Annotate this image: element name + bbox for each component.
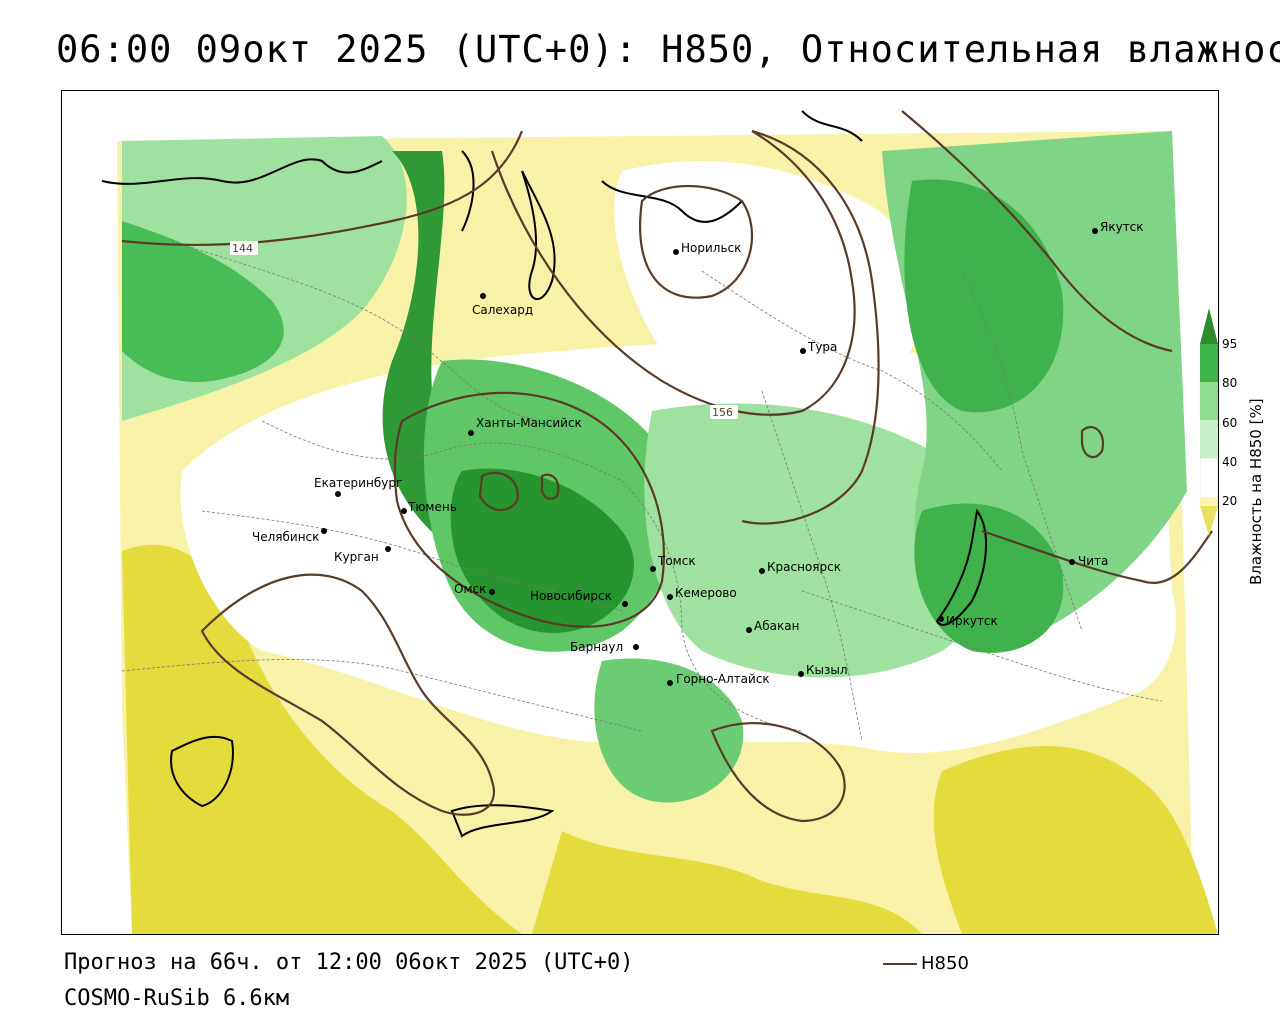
svg-text:156: 156 (712, 406, 733, 419)
city-krasnoyarsk: Красноярск (759, 560, 841, 574)
dry-zone-southwest (122, 544, 522, 934)
colorbar-tick-95: 95 (1222, 337, 1238, 351)
h850-contours (121, 110, 1213, 823)
city-markers: Якутск Норильск Салехард Тура Ханты-Манс… (252, 220, 1144, 686)
city-khanty-mansiysk: Ханты-Мансийск (468, 416, 582, 436)
contour-legend-swatch (883, 963, 917, 965)
contour-legend-label: H850 (921, 953, 969, 974)
svg-text:Кемерово: Кемерово (675, 586, 737, 600)
map-panel: 144 156 Якутск Норильск Салехард Тура Ха… (61, 90, 1219, 935)
city-novosibirsk: Новосибирск (530, 589, 628, 607)
humid-zone-altai (594, 658, 744, 803)
svg-text:Томск: Томск (657, 554, 696, 568)
city-kemerovo: Кемерово (667, 586, 737, 600)
city-tyumen: Тюмень (401, 500, 457, 514)
city-kurgan: Курган (334, 546, 391, 564)
humid-belt-ural (382, 151, 542, 565)
svg-text:Барнаул: Барнаул (570, 640, 623, 654)
city-yakutsk: Якутск (1092, 220, 1144, 234)
dry-zone-south (532, 831, 922, 934)
contour-label-144: 144 (230, 241, 258, 255)
humid-zone-baikal (914, 503, 1064, 653)
city-salekhard: Салехард (472, 293, 533, 317)
city-irkutsk: Иркутск (938, 614, 998, 628)
svg-text:Омск: Омск (454, 582, 486, 596)
colorbar-tick-40: 40 (1222, 455, 1238, 469)
moderate-humidity-north (614, 161, 925, 405)
contour-label-156: 156 (710, 405, 738, 419)
city-yekaterinburg: Екатеринбург (314, 476, 402, 497)
svg-text:Салехард: Салехард (472, 303, 533, 317)
city-tomsk: Томск (650, 554, 696, 572)
city-abakan: Абакан (746, 619, 799, 633)
svg-text:Тюмень: Тюмень (407, 500, 457, 514)
svg-text:Чита: Чита (1078, 554, 1108, 568)
svg-text:Горно-Алтайск: Горно-Алтайск (676, 672, 770, 686)
colorbar-tick-60: 60 (1222, 416, 1238, 430)
svg-text:Новосибирск: Новосибирск (530, 589, 612, 603)
city-tura: Тура (800, 340, 837, 354)
svg-text:Абакан: Абакан (754, 619, 799, 633)
svg-text:Красноярск: Красноярск (767, 560, 841, 574)
svg-text:Ханты-Мансийск: Ханты-Мансийск (476, 416, 582, 430)
city-barnaul: Барнаул (570, 640, 639, 654)
colorbar-tick-80: 80 (1222, 376, 1238, 390)
city-norilsk: Норильск (673, 241, 741, 255)
humid-core-east (904, 179, 1064, 413)
model-name: COSMO-RuSib 6.6км (64, 986, 290, 1011)
svg-text:Якутск: Якутск (1100, 220, 1144, 234)
svg-text:Курган: Курган (334, 550, 379, 564)
lake-baikal (935, 508, 988, 626)
city-omsk: Омск (454, 582, 495, 596)
colorbar-tick-20: 20 (1222, 494, 1238, 508)
svg-text:Екатеринбург: Екатеринбург (314, 476, 402, 490)
humidity-map: 144 156 Якутск Норильск Салехард Тура Ха… (101, 110, 1218, 934)
dry-zone-southeast (933, 746, 1218, 934)
region-borders (121, 240, 1163, 742)
humidity-colorbar (1200, 308, 1218, 536)
city-gorno-altaysk: Горно-Алтайск (667, 672, 770, 686)
svg-text:Челябинск: Челябинск (252, 530, 319, 544)
aral-sea (170, 735, 234, 808)
humid-zone-siberia (644, 403, 999, 678)
svg-text:Иркутск: Иркутск (946, 614, 998, 628)
contour-legend: H850 (883, 953, 969, 974)
svg-text:144: 144 (232, 242, 253, 255)
coastlines (101, 110, 988, 838)
svg-text:Норильск: Норильск (681, 241, 741, 255)
svg-text:Тура: Тура (807, 340, 837, 354)
city-chita: Чита (1069, 554, 1108, 568)
contour-144 (121, 130, 524, 246)
contour-156 (490, 130, 856, 416)
map-title: 06:00 09окт 2025 (UTC+0): H850, Относите… (56, 28, 1280, 71)
svg-text:Кызыл: Кызыл (806, 663, 848, 677)
forecast-info: Прогноз на 66ч. от 12:00 06окт 2025 (UTC… (64, 950, 634, 975)
city-kyzyl: Кызыл (798, 663, 848, 677)
colorbar-title: Влажность на H850 [%] (1247, 398, 1265, 585)
humid-zone-northwest (122, 221, 284, 382)
lake-balkhash (450, 804, 555, 838)
city-chelyabinsk: Челябинск (252, 528, 327, 544)
